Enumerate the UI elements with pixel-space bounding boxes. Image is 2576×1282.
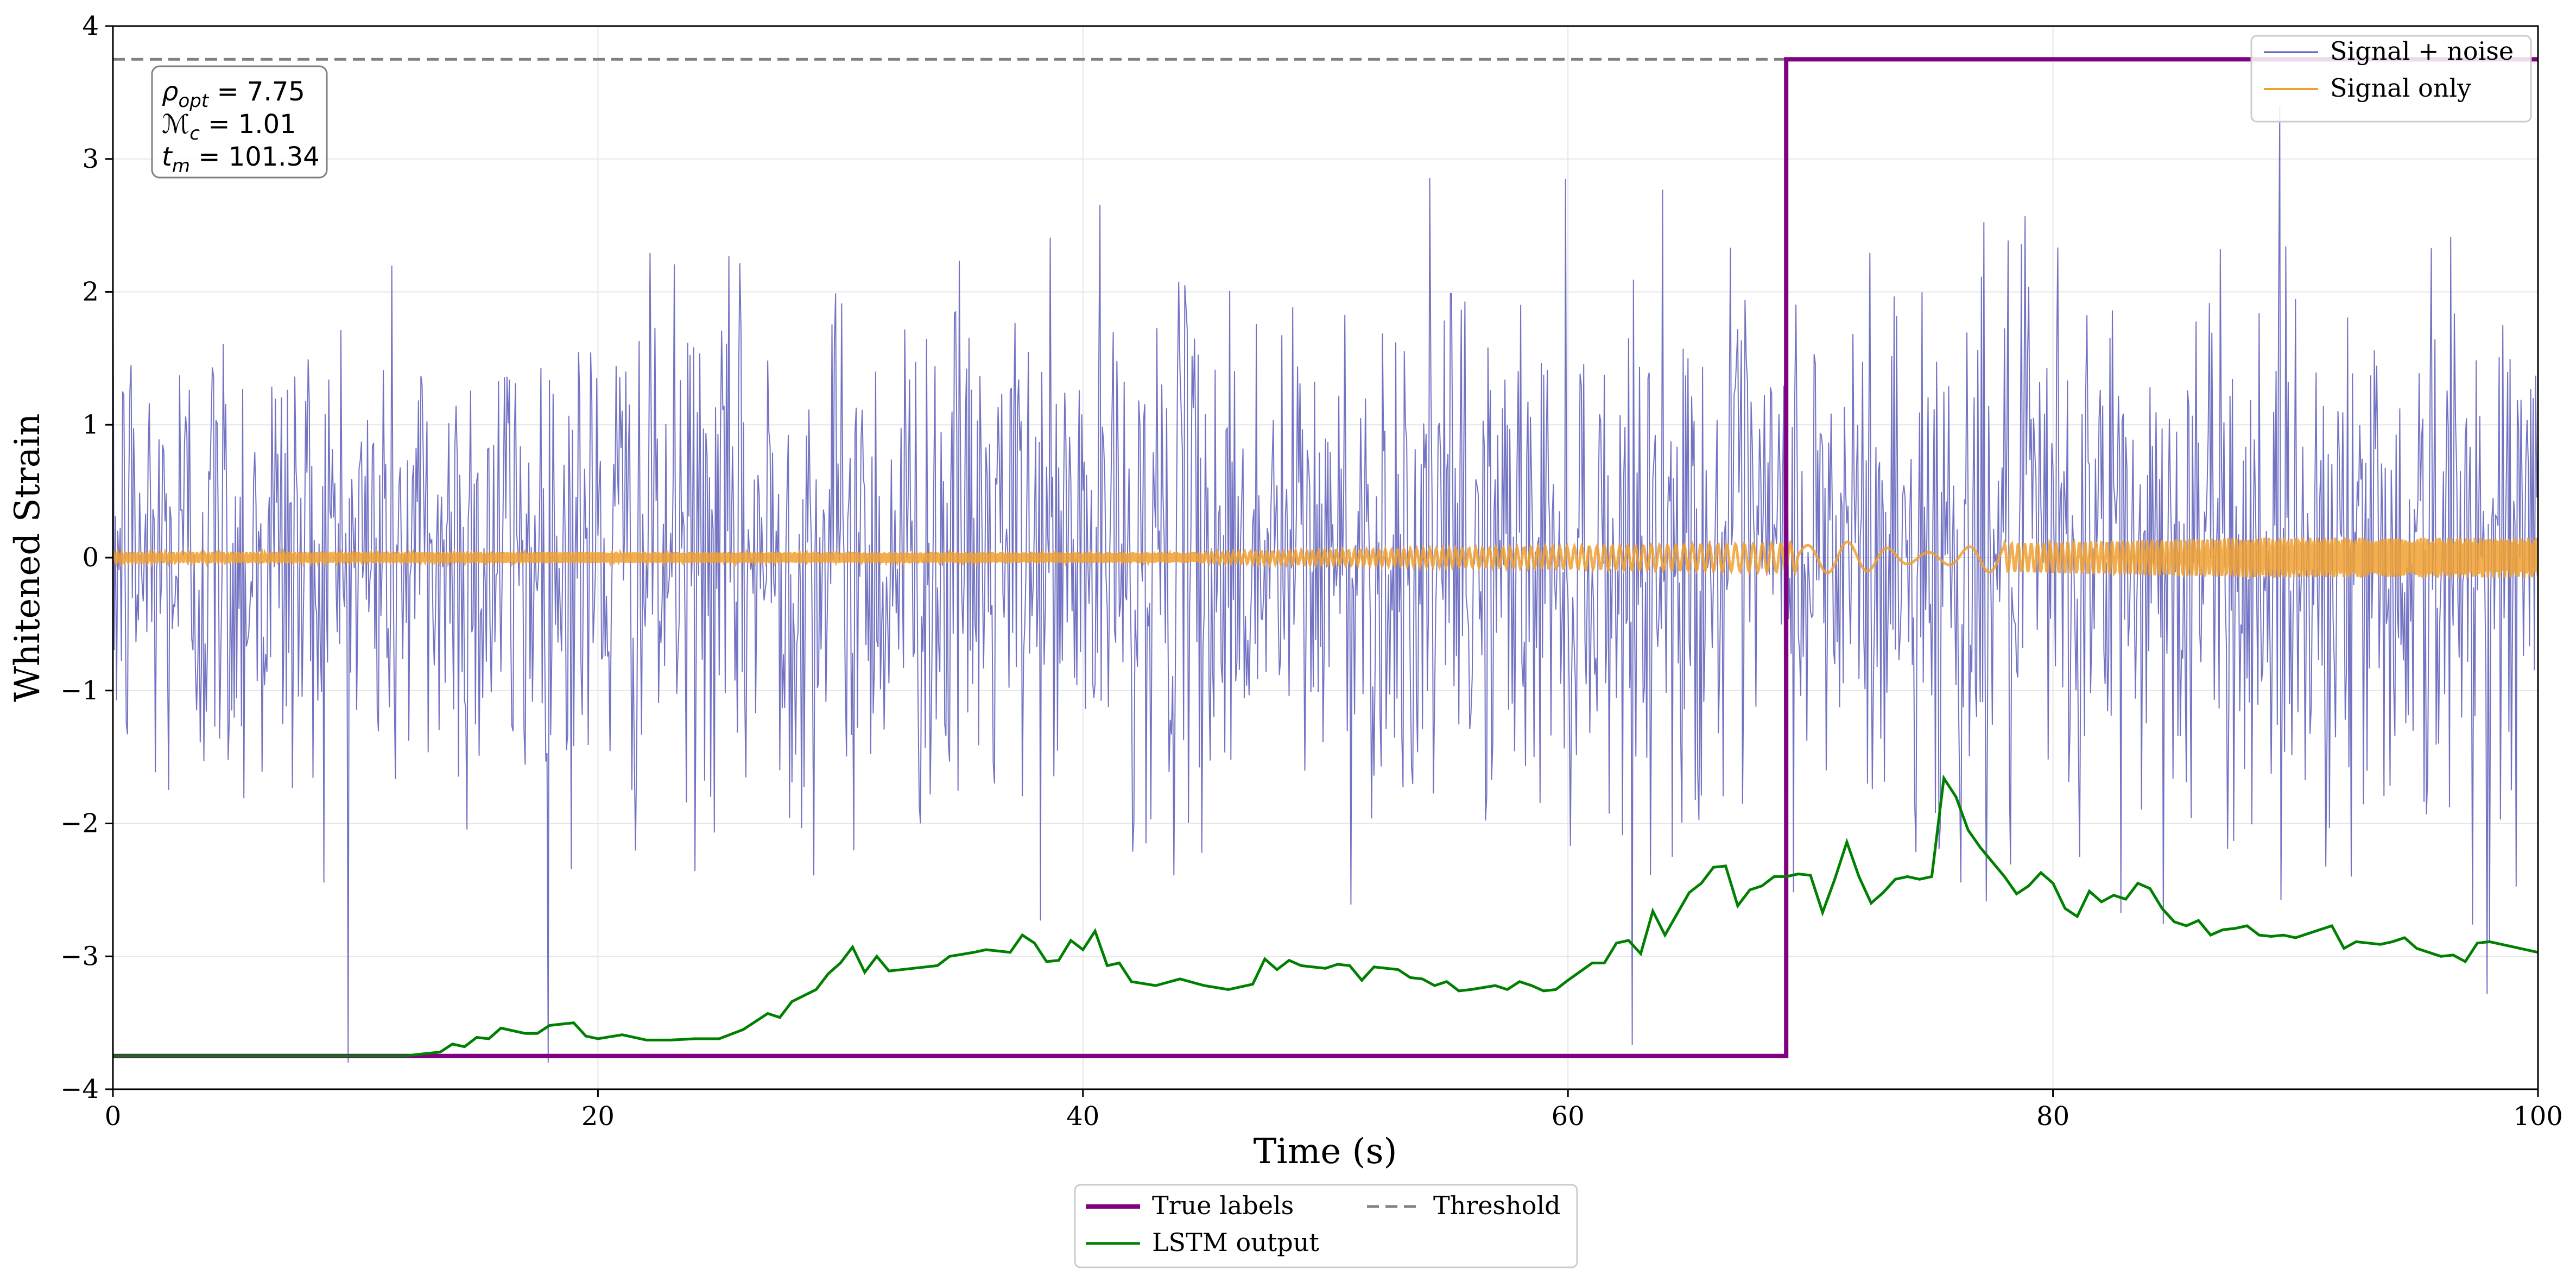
legend-label: True labels	[1152, 1191, 1294, 1220]
annotation-symbol: ℳ	[162, 109, 189, 140]
annotation-frame	[151, 65, 328, 179]
annotation-subscript: c	[189, 123, 200, 144]
x-tick-label: 60	[1552, 1101, 1585, 1132]
y-tick-label: −4	[60, 1074, 99, 1104]
legend-label: LSTM output	[1152, 1228, 1319, 1257]
annotation-value: = 7.75	[208, 77, 305, 107]
y-tick-label: 1	[82, 409, 99, 440]
x-tick-label: 100	[2513, 1101, 2563, 1132]
y-tick-label: −1	[60, 675, 99, 706]
x-tick-label: 0	[105, 1101, 122, 1132]
y-tick-label: 3	[82, 144, 99, 174]
series-signal-only	[113, 537, 2538, 579]
annotation-line: tm = 101.34	[162, 142, 320, 177]
annotation-line: ρopt = 7.75	[162, 77, 305, 112]
annotation-line: ℳc = 1.01	[162, 109, 296, 144]
y-tick-label: 4	[82, 11, 99, 41]
y-tick-label: 0	[82, 542, 99, 573]
y-axis-title: Whitened Strain	[8, 413, 48, 702]
legend-label: Signal only	[2330, 73, 2471, 103]
legend-top-frame	[2250, 35, 2532, 123]
legend-label: Signal + noise	[2330, 36, 2514, 66]
annotation-subscript: m	[172, 155, 190, 177]
series-signal-plus-noise	[113, 105, 2538, 1063]
legend-top-right: Signal + noise Signal only	[2250, 35, 2532, 123]
series-true-labels	[113, 57, 2538, 1058]
legend-bottom-frame	[1074, 1184, 1578, 1268]
axis-ticks: 0 20 40 60 80 100 −4 −3 −2 −1 0 1 2 3 4	[60, 11, 2563, 1132]
annotation-value: = 101.34	[190, 142, 320, 172]
annotation-symbol: t	[162, 142, 173, 172]
y-tick-label: −2	[60, 809, 99, 839]
series-layer	[113, 57, 2538, 1063]
x-tick-label: 40	[1066, 1101, 1099, 1132]
annotation-symbol: ρ	[162, 77, 178, 107]
y-tick-label: 2	[82, 277, 99, 307]
annotation-subscript: opt	[178, 90, 209, 112]
legend-bottom: True labels LSTM output Threshold	[1074, 1184, 1578, 1268]
x-axis-title: Time (s)	[1254, 1132, 1397, 1172]
x-tick-label: 80	[2036, 1101, 2069, 1132]
y-tick-label: −3	[60, 941, 99, 971]
legend-label: Threshold	[1433, 1191, 1561, 1220]
x-tick-label: 20	[581, 1101, 615, 1132]
annotation-value: = 1.01	[200, 109, 296, 140]
series-lstm-output	[113, 774, 2538, 1058]
